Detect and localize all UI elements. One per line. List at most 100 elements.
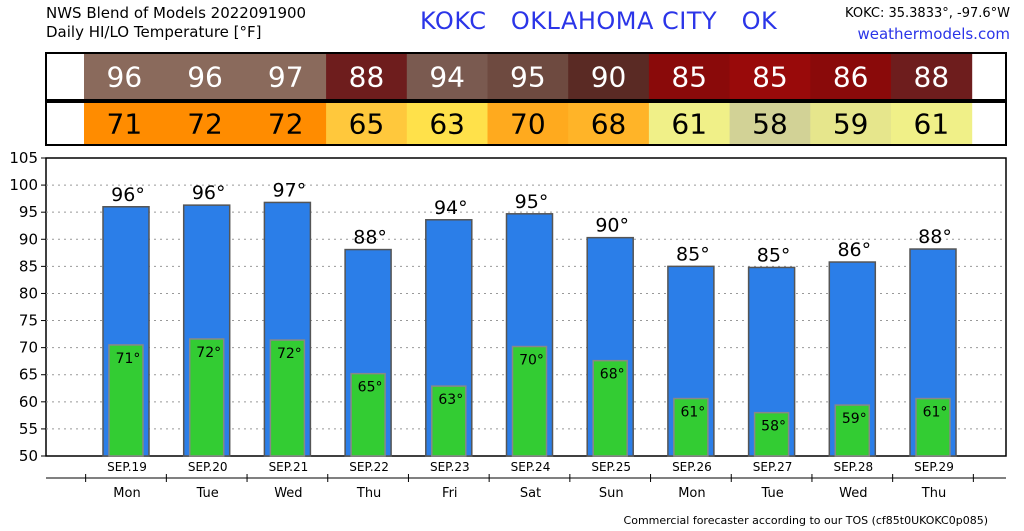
lo-cell	[84, 103, 166, 144]
hi-cell	[164, 54, 246, 99]
x-day-label: Wed	[839, 486, 867, 501]
lo-bar	[673, 397, 709, 457]
y-tick-label: 50	[19, 447, 38, 465]
model-title: NWS Blend of Models 2022091900	[46, 4, 307, 22]
lo-bar	[915, 397, 951, 457]
lo-bar	[350, 372, 386, 457]
hi-data-label: 96°	[192, 182, 226, 204]
site-link[interactable]: weathermodels.com	[857, 25, 1010, 43]
y-tick-label: 65	[19, 366, 38, 384]
hi-cell	[891, 54, 973, 99]
x-date-label: SEP.26	[672, 460, 712, 474]
lo-cell-value: 65	[349, 108, 385, 141]
x-day-label: Wed	[274, 486, 302, 501]
x-date-label: SEP.27	[753, 460, 793, 474]
x-date-label: SEP.20	[188, 460, 228, 474]
lo-cell-value: 61	[671, 108, 707, 141]
lo-cell	[648, 103, 731, 144]
lo-bar	[753, 411, 790, 457]
hi-cell-value: 88	[349, 61, 385, 94]
y-tick-label: 90	[19, 230, 38, 248]
lo-bar	[834, 404, 871, 457]
hi-cell-value: 85	[671, 61, 707, 94]
hi-cell	[84, 54, 166, 99]
chart-title: Daily HI/LO Temperature [°F]	[46, 23, 262, 41]
hi-data-label: 85°	[676, 243, 710, 265]
hi-data-label: 95°	[515, 191, 549, 213]
hi-data-label: 96°	[111, 184, 145, 206]
hi-cell	[568, 54, 650, 99]
lo-bar	[511, 345, 548, 457]
hi-data-label: 97°	[273, 179, 307, 201]
lo-cell-value: 68	[591, 108, 627, 141]
lo-data-label: 70°	[519, 353, 544, 369]
lo-bar	[269, 339, 306, 457]
hi-data-label: 85°	[757, 244, 791, 266]
lo-data-label: 59°	[842, 411, 867, 427]
y-tick-label: 70	[19, 339, 38, 357]
lo-data-label: 72°	[196, 345, 221, 361]
hi-cell	[326, 54, 408, 99]
lo-cell	[810, 103, 892, 144]
lo-data-label: 65°	[358, 380, 383, 396]
header-right: KOKC: 35.3833°, -97.6°W weathermodels.co…	[845, 4, 1010, 44]
lo-cell	[326, 103, 408, 144]
y-tick-label: 85	[19, 257, 38, 275]
hi-cell-value: 97	[268, 61, 304, 94]
lo-cell	[729, 103, 811, 144]
lo-data-label: 58°	[761, 419, 786, 435]
x-day-label: Thu	[356, 486, 381, 501]
lo-data-label: 72°	[277, 346, 302, 362]
lo-bar	[431, 385, 467, 457]
y-tick-label: 55	[19, 420, 38, 438]
lo-cell-value: 59	[833, 108, 869, 141]
x-date-label: SEP.24	[511, 460, 551, 474]
hi-cell-value: 90	[591, 61, 627, 94]
x-date-label: SEP.22	[349, 460, 389, 474]
hi-data-label: 86°	[837, 239, 871, 261]
x-day-label: Sun	[599, 486, 624, 501]
station-title: KOKC OKLAHOMA CITY OK	[420, 7, 778, 35]
hi-data-label: 88°	[353, 227, 387, 249]
lo-cell	[245, 103, 327, 144]
lo-bar	[592, 359, 628, 457]
hi-cell-value: 96	[107, 61, 143, 94]
station-coords: KOKC: 35.3833°, -97.6°W	[845, 6, 1010, 21]
lo-data-label: 68°	[600, 367, 625, 383]
hi-cell-value: 96	[187, 61, 223, 94]
x-day-label: Sat	[520, 486, 541, 501]
lo-cell-value: 63	[429, 108, 465, 141]
hi-cell-value: 86	[833, 61, 869, 94]
hi-cell	[487, 54, 569, 99]
x-day-label: Tue	[760, 486, 783, 501]
hi-cell-value: 94	[429, 61, 465, 94]
lo-cell-value: 71	[107, 108, 143, 141]
y-tick-label: 60	[19, 393, 38, 411]
x-day-label: Mon	[678, 486, 705, 501]
x-day-label: Tue	[196, 486, 219, 501]
lo-cell	[891, 103, 973, 144]
hi-cell	[406, 54, 488, 99]
y-tick-label: 80	[19, 284, 38, 302]
hi-cell	[245, 54, 327, 99]
lo-cell	[164, 103, 246, 144]
x-date-label: SEP.19	[107, 460, 147, 474]
hi-data-label: 90°	[595, 215, 629, 237]
footer-note: Commercial forecaster according to our T…	[623, 514, 988, 527]
x-date-label: SEP.25	[591, 460, 631, 474]
lo-bar	[108, 344, 144, 457]
lo-data-label: 71°	[116, 351, 141, 367]
x-day-label: Mon	[113, 486, 140, 501]
lo-cell-value: 72	[268, 108, 304, 141]
lo-data-label: 61°	[923, 405, 948, 421]
lo-cell-value: 58	[752, 108, 788, 141]
lo-cell	[568, 103, 650, 144]
lo-cell	[487, 103, 569, 144]
lo-cell	[406, 103, 488, 144]
lo-data-label: 61°	[680, 405, 705, 421]
hi-cell-value: 85	[752, 61, 788, 94]
y-tick-label: 75	[19, 312, 38, 330]
header-left: NWS Blend of Models 2022091900 Daily HI/…	[46, 4, 306, 42]
lo-cell-value: 61	[914, 108, 950, 141]
